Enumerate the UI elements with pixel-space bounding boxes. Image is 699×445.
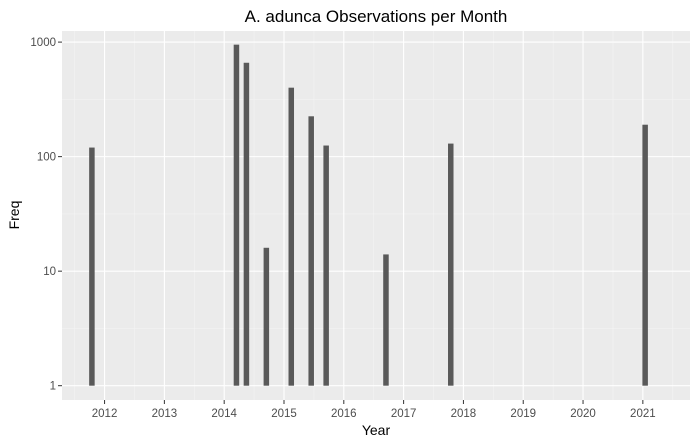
bar — [642, 124, 648, 386]
bar — [448, 143, 454, 386]
bar — [243, 62, 250, 386]
x-tick-label: 2012 — [92, 408, 118, 420]
y-axis-title: Freq — [6, 201, 22, 230]
x-tick-label: 2013 — [152, 408, 178, 420]
bars — [89, 44, 648, 386]
x-tick-label: 2020 — [570, 408, 596, 420]
bar — [233, 44, 240, 386]
bar — [89, 147, 95, 386]
y-tick-label: 1000 — [30, 37, 56, 49]
y-tick-label: 10 — [43, 266, 56, 278]
x-tick-label: 2021 — [630, 408, 656, 420]
bar — [323, 145, 329, 386]
bar — [288, 87, 295, 386]
y-axis: 1 10 100 1000 — [30, 37, 62, 393]
bar — [263, 247, 270, 386]
x-tick-label: 2014 — [211, 408, 237, 420]
x-tick-label: 2019 — [510, 408, 536, 420]
y-tick-label: 100 — [37, 152, 56, 164]
x-tick-label: 2017 — [391, 408, 417, 420]
bar — [308, 116, 314, 386]
bar — [383, 254, 389, 386]
minor-gridlines — [62, 31, 690, 400]
plot-panel — [62, 31, 690, 400]
y-tick-label: 1 — [50, 381, 56, 393]
x-axis: 2012 2013 2014 2015 2016 2017 2018 2019 2020 2021 — [92, 400, 656, 420]
x-axis-title: Year — [362, 422, 391, 438]
x-tick-label: 2015 — [271, 408, 297, 420]
chart-title: A. adunca Observations per Month — [245, 7, 508, 26]
x-tick-label: 2018 — [451, 408, 477, 420]
x-tick-label: 2016 — [331, 408, 357, 420]
